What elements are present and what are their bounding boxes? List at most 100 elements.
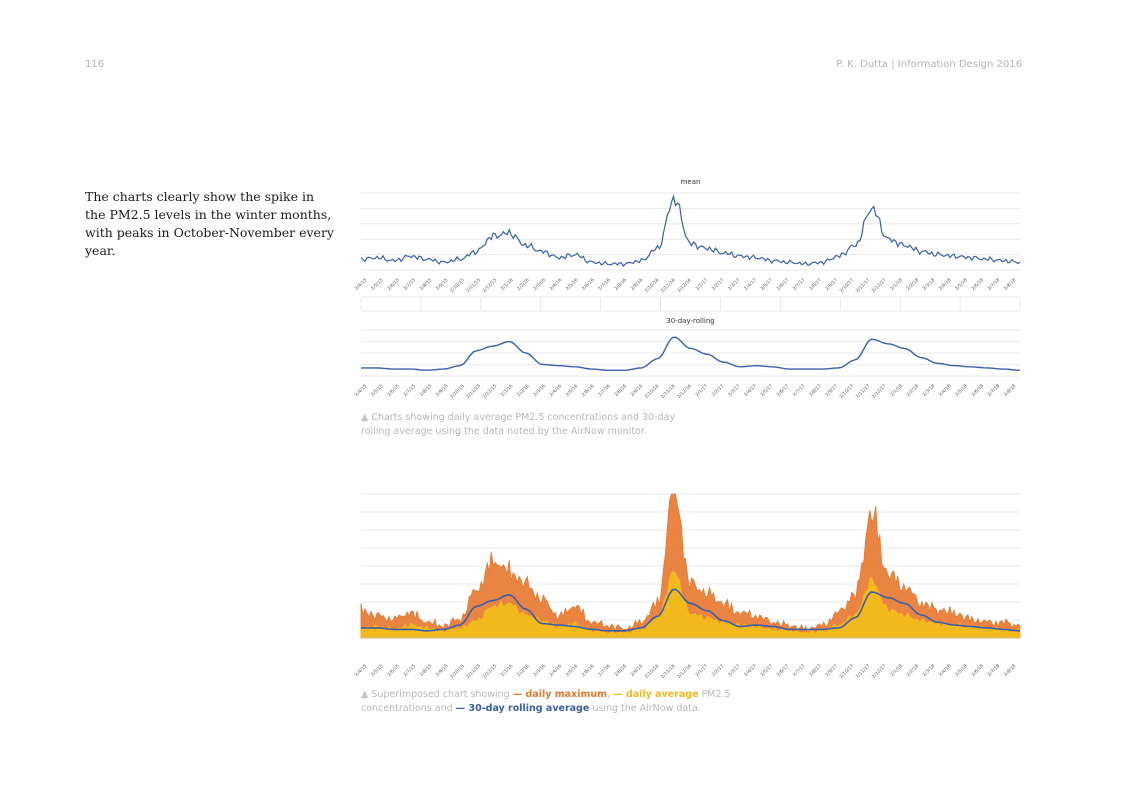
- x-tick-label: 2/11/17: [855, 277, 872, 294]
- x-tick-label: 2/4/16: [548, 277, 563, 292]
- x-tick-label: 2/4/17: [743, 277, 758, 292]
- x-tick-label: 2/1/17: [694, 383, 709, 398]
- x-tick-label: 2/12/16: [676, 277, 693, 294]
- x-tick-label: 2/3/17: [727, 663, 742, 678]
- x-tick-label: 2/10/17: [838, 663, 855, 680]
- x-tick-label: 2/5/17: [759, 277, 774, 292]
- x-tick-label: 2/7/16: [597, 383, 612, 398]
- x-tick-label: 2/12/16: [676, 663, 693, 680]
- series-line-mean: [360, 194, 1021, 267]
- x-tick-label: 2/6/17: [776, 383, 791, 398]
- mean-chart: mean 2/4/15 2/5/15 2/6/15 2/7/15 2/8/15 2/9/15…: [354, 178, 1021, 312]
- x-tick-label: 2/9/15: [435, 383, 450, 398]
- author-line: P. K. Dutta | Information Design 2016: [836, 59, 1022, 70]
- x-tick-label: 2/8/17: [808, 663, 823, 678]
- x-tick-label: 2/2/18: [905, 383, 920, 398]
- x-tick-label: 2/10/16: [644, 277, 661, 294]
- x-tick-label: 2/12/15: [481, 383, 498, 400]
- x-tick-label: 2/9/17: [824, 383, 839, 398]
- legend-daily-average: — daily average: [613, 689, 699, 700]
- x-tick-label: 2/6/17: [776, 663, 791, 678]
- x-tick-label: 2/11/15: [465, 383, 482, 400]
- x-tick-label: 2/2/16: [516, 383, 531, 398]
- x-tick-label: 2/10/16: [644, 663, 661, 680]
- x-tick-label: 2/4/18: [938, 383, 953, 398]
- x-tick-label: 2/5/18: [954, 383, 969, 398]
- x-tick-label: 2/1/18: [889, 663, 904, 678]
- x-tick-label: 2/11/16: [660, 663, 677, 680]
- x-tick-label: 2/3/18: [922, 663, 937, 678]
- x-tick-label: 2/10/15: [449, 663, 466, 680]
- x-tick-label: 2/10/15: [449, 277, 466, 294]
- x-tick-label: 2/7/15: [402, 383, 417, 398]
- x-tick-label: 2/11/17: [855, 663, 872, 680]
- x-tick-label: 2/1/16: [500, 383, 515, 398]
- x-tick-label: 2/6/18: [970, 663, 985, 678]
- x-tick-label: 2/7/18: [986, 383, 1001, 398]
- caption-text-part: using the AirNow data.: [589, 703, 701, 714]
- caption-top-text: Charts showing daily average PM2.5 conce…: [361, 412, 676, 437]
- x-tick-label: 2/5/15: [370, 277, 385, 292]
- x-tick-label: 2/1/18: [889, 383, 904, 398]
- x-tick-label: 2/8/16: [613, 277, 628, 292]
- x-tick-label: 2/9/15: [435, 663, 450, 678]
- x-tick-label: 2/9/16: [630, 277, 645, 292]
- x-tick-label: 2/11/16: [660, 277, 677, 294]
- x-tick-label: 2/2/17: [711, 383, 726, 398]
- x-tick-label: 2/8/18: [1003, 277, 1018, 292]
- x-tick-label: 2/7/16: [597, 663, 612, 678]
- x-tick-label: 2/4/16: [548, 663, 563, 678]
- x-tick-label: 2/6/16: [581, 383, 596, 398]
- x-tick-label: 2/3/18: [922, 277, 937, 292]
- x-tick-label: 2/7/18: [986, 663, 1001, 678]
- x-tick-label: 2/5/16: [565, 663, 580, 678]
- x-tick-label: 2/3/16: [532, 663, 547, 678]
- x-tick-label: 2/4/18: [938, 277, 953, 292]
- x-tick-label: 2/4/18: [938, 663, 953, 678]
- x-tick-label: 2/6/15: [386, 663, 401, 678]
- x-tick-label: 2/8/15: [419, 383, 434, 398]
- x-tick-label: 2/11/17: [855, 383, 872, 400]
- x-tick-label: 2/12/17: [871, 277, 888, 294]
- caption-top: ▲ Charts showing daily average PM2.5 con…: [361, 411, 681, 439]
- superimposed-chart: 2/4/15 2/5/15 2/6/15 2/7/15 2/8/15 2/9/15 2/10…: [354, 493, 1021, 680]
- x-tick-label: 2/4/17: [743, 663, 758, 678]
- x-tick-label: 2/1/16: [500, 663, 515, 678]
- x-tick-label: 2/10/17: [838, 277, 855, 294]
- x-tick-label: 2/1/16: [500, 277, 515, 292]
- x-tick-label: 2/4/15: [354, 277, 369, 292]
- x-tick-label: 2/2/16: [516, 663, 531, 678]
- caption-text-part: ,: [607, 689, 614, 700]
- x-tick-label: 2/5/15: [370, 383, 385, 398]
- caption-text-part: PM2.5 concentrations and: [361, 689, 731, 714]
- intro-text: The charts clearly show the spike in the…: [85, 189, 334, 258]
- x-tick-label: 2/3/17: [727, 383, 742, 398]
- caption-text-part: Superimposed chart showing: [371, 689, 513, 700]
- x-tick-label: 2/1/18: [889, 277, 904, 292]
- series-daily-maximum: [360, 493, 1021, 639]
- chart-title: 30-day-rolling: [666, 317, 714, 325]
- x-tick-label: 2/6/15: [386, 383, 401, 398]
- x-tick-label: 2/2/17: [711, 663, 726, 678]
- x-tick-label: 2/11/16: [660, 383, 677, 400]
- x-tick-label: 2/9/17: [824, 663, 839, 678]
- x-tick-label: 2/11/15: [465, 277, 482, 294]
- x-tick-label: 2/8/16: [613, 663, 628, 678]
- x-tick-label: 2/12/15: [481, 663, 498, 680]
- x-tick-label: 2/9/16: [630, 383, 645, 398]
- x-tick-label: 2/4/15: [354, 383, 369, 398]
- x-tick-label: 2/7/17: [792, 663, 807, 678]
- x-tick-label: 2/1/17: [694, 663, 709, 678]
- x-tick-label: 2/6/17: [776, 277, 791, 292]
- x-tick-label: 2/7/16: [597, 277, 612, 292]
- x-tick-label: 2/3/18: [922, 383, 937, 398]
- x-tick-label: 2/6/18: [970, 383, 985, 398]
- caption-marker-icon: ▲: [361, 412, 369, 423]
- x-tick-label: 2/4/16: [548, 383, 563, 398]
- x-tick-label: 2/8/15: [419, 663, 434, 678]
- x-tick-label: 2/1/17: [694, 277, 709, 292]
- x-tick-label: 2/2/16: [516, 277, 531, 292]
- x-tick-label: 2/9/15: [435, 277, 450, 292]
- x-tick-label: 2/2/18: [905, 663, 920, 678]
